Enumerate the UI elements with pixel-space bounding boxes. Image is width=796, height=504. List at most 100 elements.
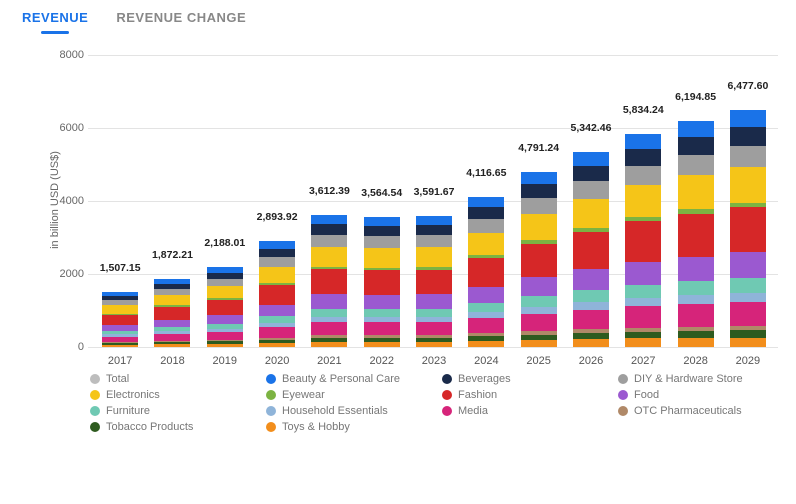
legend-item-tobacco[interactable]: Tobacco Products xyxy=(90,421,258,433)
plot: 020004000600080001,507.151,872.212,188.0… xyxy=(58,37,778,367)
legend-item-household[interactable]: Household Essentials xyxy=(266,405,434,417)
bar-column: 3,591.67 xyxy=(408,55,460,347)
bar-segment-furniture xyxy=(364,309,400,317)
bar-stack[interactable] xyxy=(207,267,243,347)
bar-segment-electronics xyxy=(311,247,347,267)
tab-revenue-change[interactable]: REVENUE CHANGE xyxy=(116,10,246,33)
legend-item-diy[interactable]: DIY & Hardware Store xyxy=(618,373,786,385)
bar-segment-furniture xyxy=(311,309,347,317)
bar-segment-furniture xyxy=(468,303,504,312)
bar-stack[interactable] xyxy=(573,152,609,347)
bar-stack[interactable] xyxy=(416,216,452,347)
bar-segment-toys_hobby xyxy=(573,339,609,347)
bar-segment-food xyxy=(416,294,452,308)
legend-item-media[interactable]: Media xyxy=(442,405,610,417)
bar-segment-fashion xyxy=(468,258,504,287)
bar-segment-beverages xyxy=(416,225,452,236)
legend-label: Media xyxy=(458,405,488,417)
legend-item-otc[interactable]: OTC Pharmaceuticals xyxy=(618,405,786,417)
bar-segment-fashion xyxy=(154,307,190,320)
legend-label: Tobacco Products xyxy=(106,421,193,433)
bar-segment-toys_hobby xyxy=(416,342,452,347)
bar-total-label: 2,893.92 xyxy=(257,211,298,226)
bar-stack[interactable] xyxy=(730,110,766,347)
bar-segment-toys_hobby xyxy=(468,341,504,347)
legend-swatch xyxy=(266,390,276,400)
legend-swatch xyxy=(618,374,628,384)
x-tick-label: 2027 xyxy=(617,355,669,367)
bar-total-label: 6,194.85 xyxy=(675,91,716,106)
legend-swatch xyxy=(618,406,628,416)
grid-line xyxy=(88,347,778,348)
legend-item-toys_hobby[interactable]: Toys & Hobby xyxy=(266,421,434,433)
bar-column: 5,834.24 xyxy=(617,55,669,347)
bar-segment-beauty xyxy=(259,241,295,248)
bar-segment-fashion xyxy=(573,232,609,269)
tab-revenue[interactable]: REVENUE xyxy=(22,10,88,33)
bar-segment-electronics xyxy=(207,286,243,298)
legend-item-electronics[interactable]: Electronics xyxy=(90,389,258,401)
bar-segment-diy xyxy=(259,257,295,267)
bar-segment-fashion xyxy=(416,270,452,295)
legend-swatch xyxy=(90,390,100,400)
bar-stack[interactable] xyxy=(468,197,504,347)
x-tick-label: 2028 xyxy=(669,355,721,367)
legend-item-furniture[interactable]: Furniture xyxy=(90,405,258,417)
bar-segment-beverages xyxy=(678,137,714,155)
legend-swatch xyxy=(90,406,100,416)
legend-item-beauty[interactable]: Beauty & Personal Care xyxy=(266,373,434,385)
bar-stack[interactable] xyxy=(521,172,557,347)
bar-segment-media xyxy=(364,322,400,335)
legend-swatch xyxy=(442,406,452,416)
bar-stack[interactable] xyxy=(311,215,347,347)
legend-swatch xyxy=(618,390,628,400)
legend-item-food[interactable]: Food xyxy=(618,389,786,401)
legend-item-beverages[interactable]: Beverages xyxy=(442,373,610,385)
bar-column: 5,342.46 xyxy=(565,55,617,347)
tabs: REVENUE REVENUE CHANGE xyxy=(0,0,796,33)
legend-swatch xyxy=(90,374,100,384)
bar-segment-beauty xyxy=(573,152,609,166)
legend-item-total[interactable]: Total xyxy=(90,373,258,385)
bar-total-label: 3,612.39 xyxy=(309,185,350,200)
bar-segment-toys_hobby xyxy=(625,338,661,347)
bar-segment-electronics xyxy=(468,233,504,256)
bar-segment-fashion xyxy=(521,244,557,277)
y-tick-label: 8000 xyxy=(54,49,84,61)
x-tick-label: 2019 xyxy=(199,355,251,367)
bar-stack[interactable] xyxy=(678,121,714,347)
bar-segment-media xyxy=(416,322,452,335)
legend-item-eyewear[interactable]: Eyewear xyxy=(266,389,434,401)
bar-segment-furniture xyxy=(416,309,452,317)
legend-swatch xyxy=(90,422,100,432)
bar-segment-toys_hobby xyxy=(678,338,714,347)
legend-swatch xyxy=(266,374,276,384)
legend-item-fashion[interactable]: Fashion xyxy=(442,389,610,401)
bar-segment-electronics xyxy=(730,167,766,202)
bar-stack[interactable] xyxy=(102,292,138,347)
bar-segment-food xyxy=(573,269,609,290)
bar-stack[interactable] xyxy=(625,134,661,347)
bar-total-label: 4,116.65 xyxy=(466,167,506,182)
legend-swatch xyxy=(442,390,452,400)
bar-segment-media xyxy=(207,332,243,340)
legend-swatch xyxy=(442,374,452,384)
bar-segment-fashion xyxy=(259,285,295,305)
bar-segment-toys_hobby xyxy=(207,344,243,347)
x-tick-label: 2026 xyxy=(565,355,617,367)
bar-stack[interactable] xyxy=(364,217,400,347)
bar-segment-beauty xyxy=(730,110,766,127)
bar-segment-food xyxy=(521,277,557,296)
bar-segment-furniture xyxy=(730,278,766,292)
bar-stack[interactable] xyxy=(154,279,190,347)
bar-total-label: 2,188.01 xyxy=(204,237,245,252)
bar-total-label: 3,564.54 xyxy=(361,187,402,202)
bar-segment-media xyxy=(573,310,609,330)
bar-segment-food xyxy=(154,320,190,328)
bar-segment-household xyxy=(678,295,714,304)
bar-segment-furniture xyxy=(521,296,557,307)
bar-segment-beauty xyxy=(678,121,714,137)
bar-total-label: 1,507.15 xyxy=(100,262,141,277)
bar-segment-food xyxy=(311,294,347,309)
bar-stack[interactable] xyxy=(259,241,295,347)
